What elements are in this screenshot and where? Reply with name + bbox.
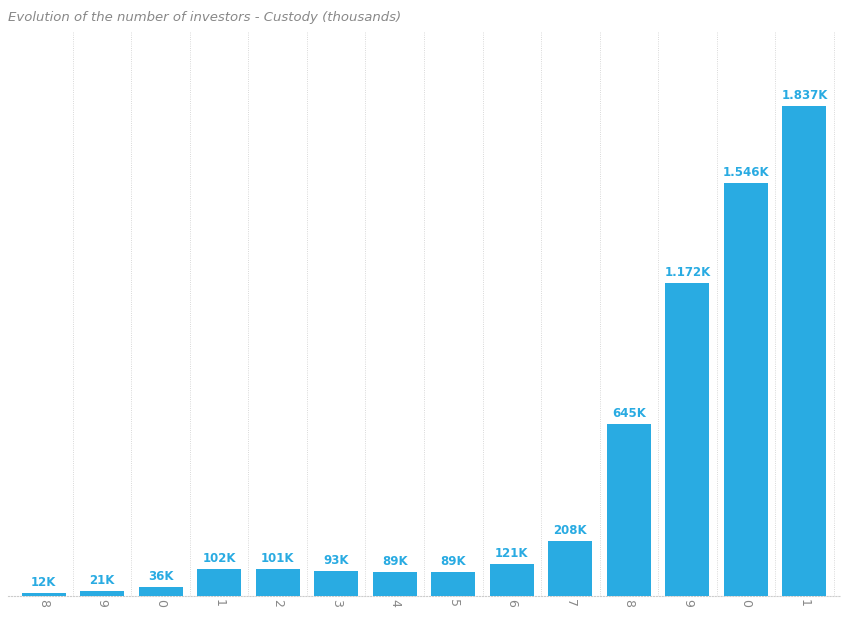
Bar <box>549 540 592 596</box>
Text: 36K: 36K <box>148 570 173 583</box>
Bar <box>607 424 650 596</box>
Text: Evolution of the number of investors - Custody (thousands): Evolution of the number of investors - C… <box>8 11 402 24</box>
Text: 89K: 89K <box>382 556 408 569</box>
Bar <box>373 572 416 596</box>
Text: 1.172K: 1.172K <box>664 266 711 279</box>
Bar <box>432 572 475 596</box>
Text: 121K: 121K <box>495 547 528 560</box>
Text: 101K: 101K <box>261 553 294 565</box>
Bar <box>198 569 241 596</box>
Text: 208K: 208K <box>554 524 587 537</box>
Bar <box>139 587 182 596</box>
Text: 93K: 93K <box>323 554 349 567</box>
Bar <box>256 569 299 596</box>
Bar <box>724 183 767 596</box>
Text: 12K: 12K <box>31 576 56 589</box>
Text: 645K: 645K <box>612 407 646 420</box>
Bar <box>315 571 358 596</box>
Text: 1.837K: 1.837K <box>781 88 828 102</box>
Text: 102K: 102K <box>203 552 236 565</box>
Bar <box>666 283 709 596</box>
Text: 1.546K: 1.546K <box>722 167 769 179</box>
Bar <box>783 106 826 596</box>
Text: 21K: 21K <box>89 574 114 587</box>
Bar <box>81 590 124 596</box>
Bar <box>490 564 533 596</box>
Text: 89K: 89K <box>440 556 466 569</box>
Bar <box>22 593 65 596</box>
